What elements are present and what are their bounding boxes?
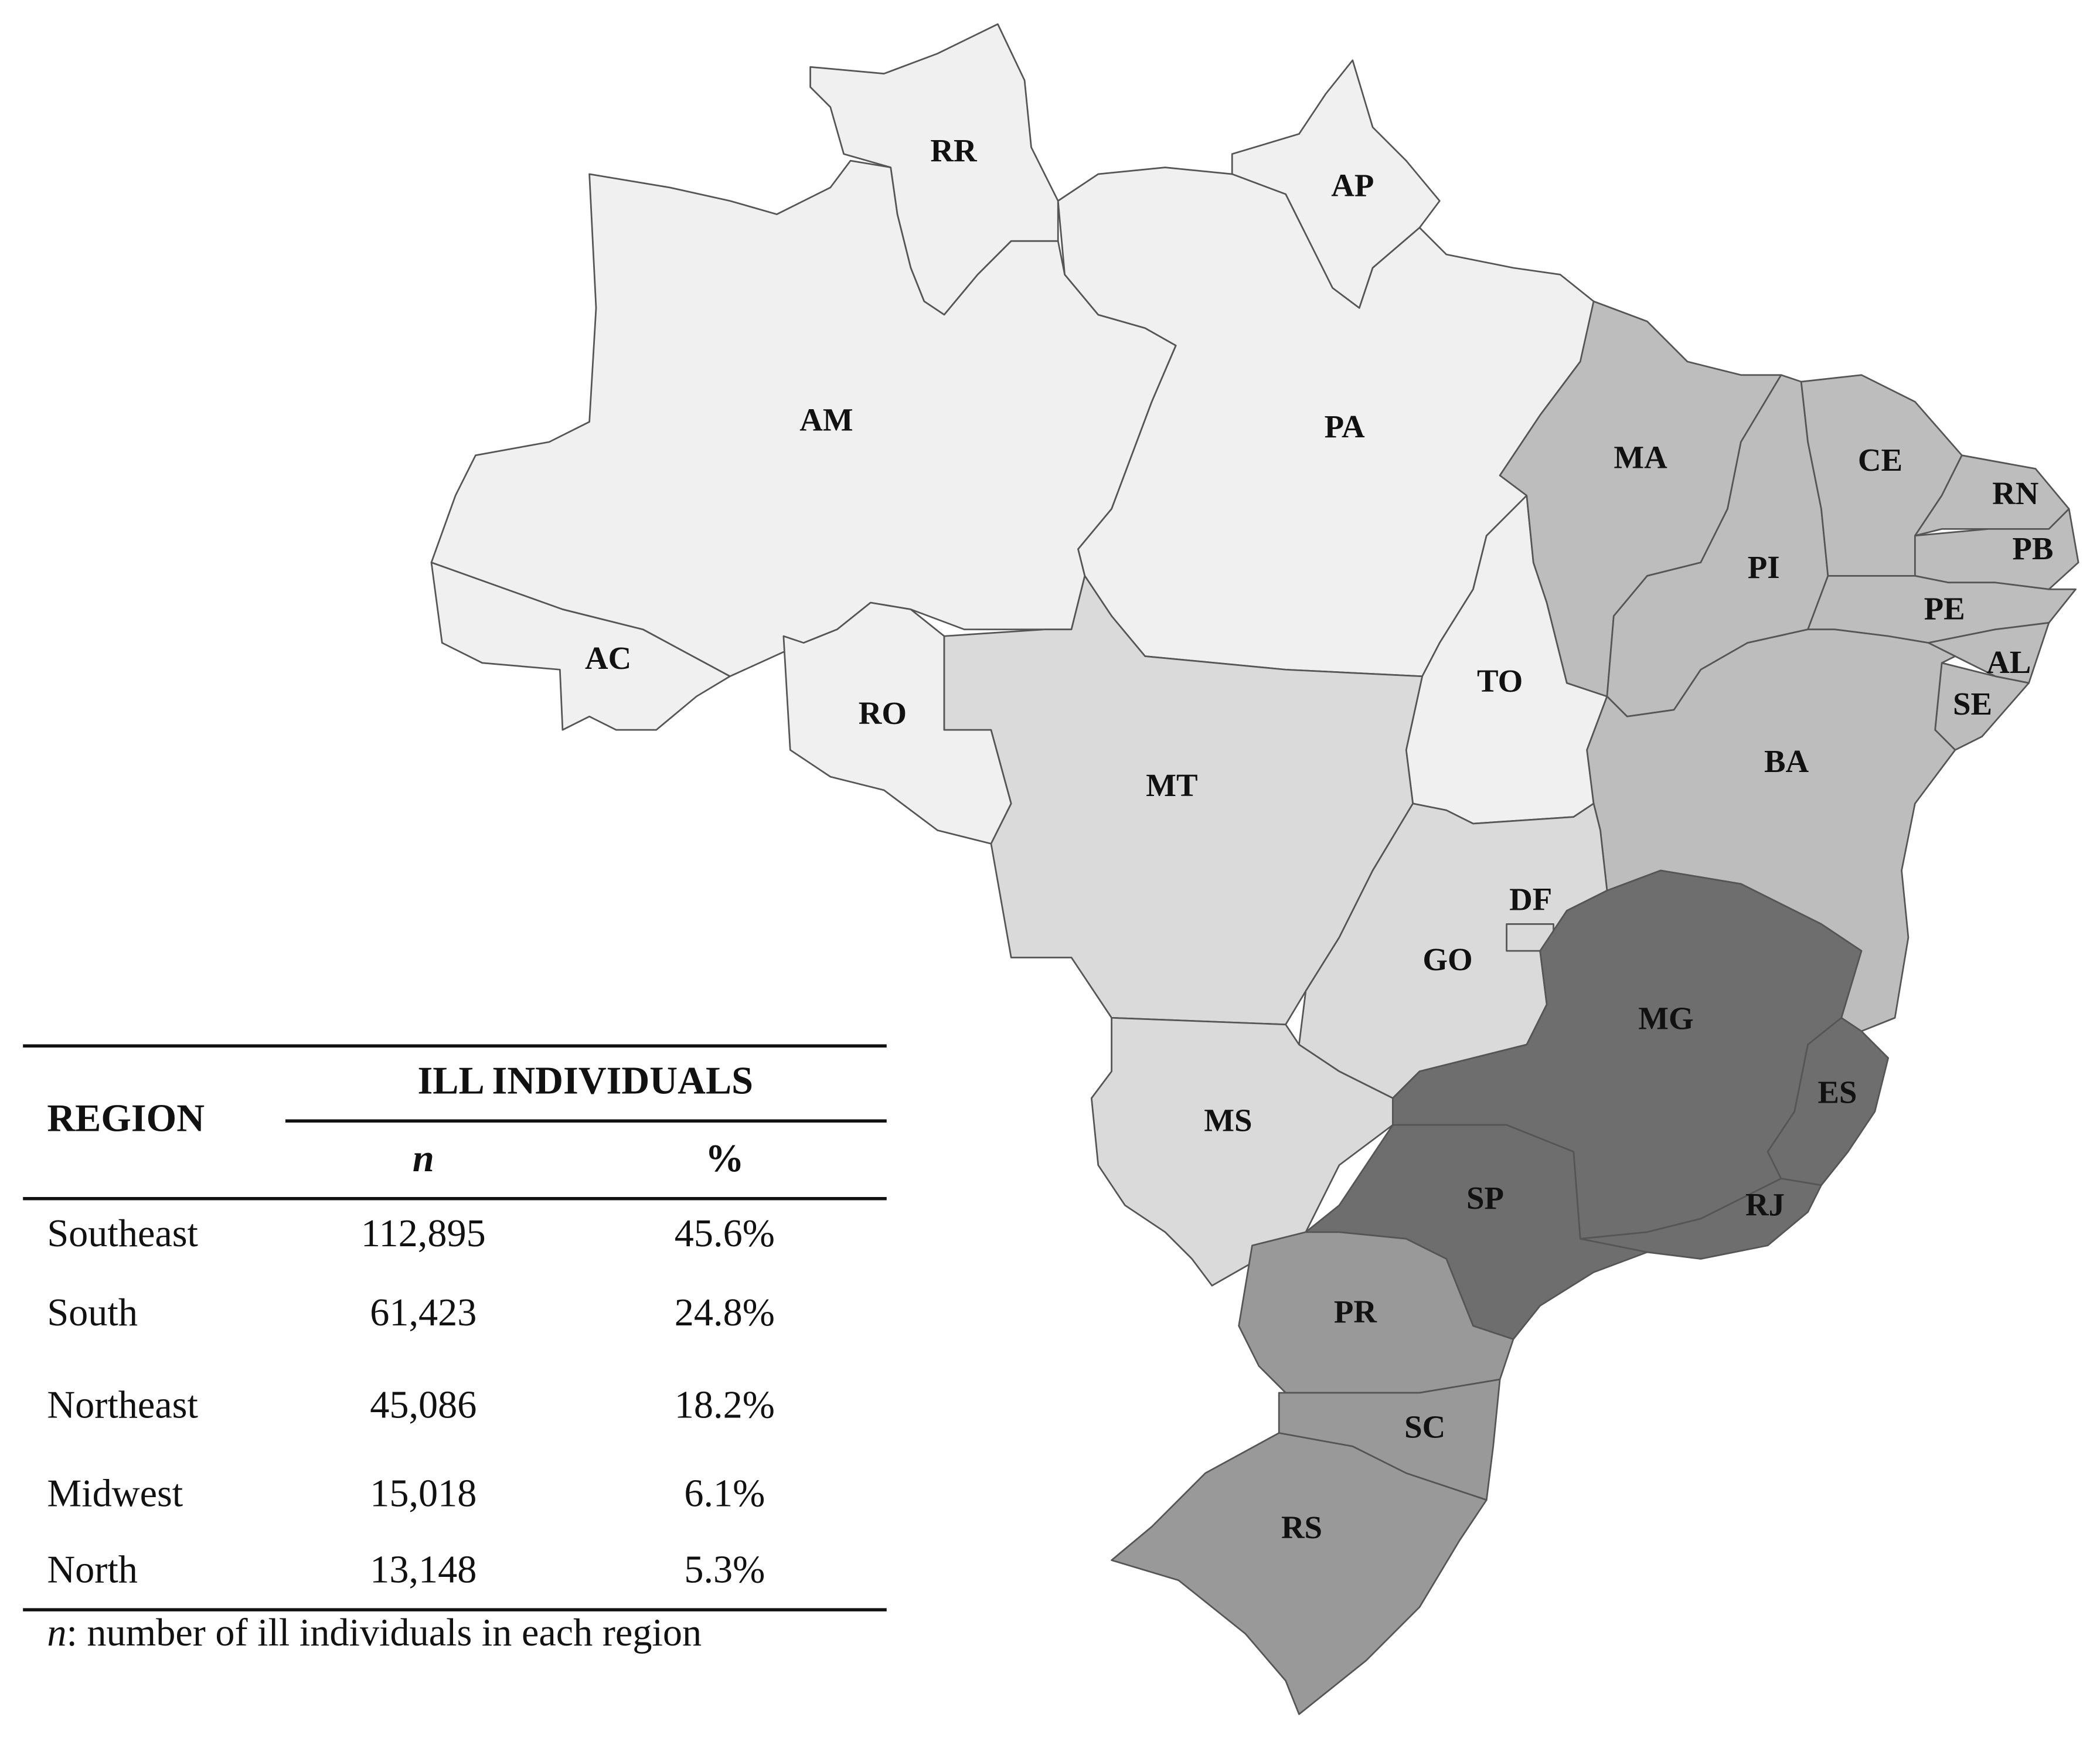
state-label: PR	[1334, 1294, 1377, 1329]
table-header: %	[705, 1137, 744, 1180]
state-label: BA	[1764, 743, 1809, 779]
table-cell: 15,018	[370, 1472, 477, 1515]
state-label: SE	[1953, 686, 1992, 722]
table-cell: 112,895	[361, 1212, 486, 1255]
table-cell: 13,148	[370, 1549, 477, 1592]
map: RR AP AM AC PA RO TO MA PI CE RN PB PE A…	[430, 23, 2079, 1715]
note-text: : number of ill individuals in each regi…	[66, 1611, 702, 1654]
state-label: RO	[859, 695, 907, 731]
state	[430, 562, 731, 731]
table-cell: 5.3%	[684, 1549, 765, 1592]
state-label: PE	[1924, 591, 1965, 627]
state-label: SC	[1404, 1409, 1445, 1445]
state-label: ES	[1817, 1074, 1857, 1110]
state-label: AM	[799, 402, 853, 438]
table-cell: North	[47, 1549, 138, 1592]
state-label: PI	[1748, 549, 1780, 585]
state-label: MT	[1146, 767, 1197, 803]
state-label: RR	[930, 132, 978, 168]
state	[1767, 1016, 1890, 1186]
state-label: AC	[585, 640, 631, 676]
state	[1579, 1178, 1822, 1260]
state-label: RN	[1992, 475, 2038, 511]
table-cell: 45,086	[370, 1384, 477, 1427]
note-symbol: n	[47, 1611, 66, 1654]
state-label: SP	[1466, 1180, 1504, 1216]
state-label: PA	[1325, 409, 1365, 444]
state-label: AP	[1331, 168, 1374, 203]
table-note: n: number of ill individuals in each reg…	[47, 1611, 702, 1654]
table-cell: Midwest	[47, 1472, 183, 1515]
table-cell: 6.1%	[684, 1472, 765, 1515]
table-header: REGION	[47, 1097, 205, 1140]
state-label: RS	[1281, 1509, 1322, 1545]
state-label: DF	[1509, 881, 1552, 917]
state-label: PB	[2012, 531, 2053, 566]
table-cell: 45.6%	[675, 1212, 775, 1255]
state-label: MA	[1614, 439, 1667, 475]
table-cell: Southeast	[47, 1212, 198, 1255]
state-label: AL	[1986, 644, 2031, 680]
state-label: MG	[1638, 1001, 1693, 1036]
state-label: TO	[1477, 663, 1523, 699]
state	[1111, 1432, 1488, 1715]
state-label: CE	[1858, 442, 1902, 478]
state-label: GO	[1422, 941, 1472, 977]
table-header: n	[413, 1137, 434, 1180]
table: REGION ILL INDIVIDUALS n % n: number of …	[23, 1044, 887, 1654]
table-cell: 18.2%	[675, 1384, 775, 1427]
table-cell: 24.8%	[675, 1291, 775, 1334]
table-cell: Northeast	[47, 1384, 198, 1427]
table-cell: South	[47, 1291, 138, 1334]
state-label: MS	[1204, 1102, 1252, 1138]
table-cell: 61,423	[370, 1291, 477, 1334]
table-header: ILL INDIVIDUALS	[417, 1060, 753, 1103]
state-label: RJ	[1745, 1186, 1785, 1222]
